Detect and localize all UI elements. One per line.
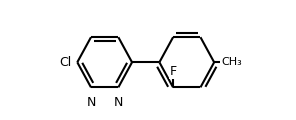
- Text: F: F: [170, 65, 177, 78]
- Text: N: N: [86, 96, 96, 109]
- Text: CH₃: CH₃: [221, 57, 242, 67]
- Text: N: N: [114, 96, 123, 109]
- Text: Cl: Cl: [59, 56, 72, 69]
